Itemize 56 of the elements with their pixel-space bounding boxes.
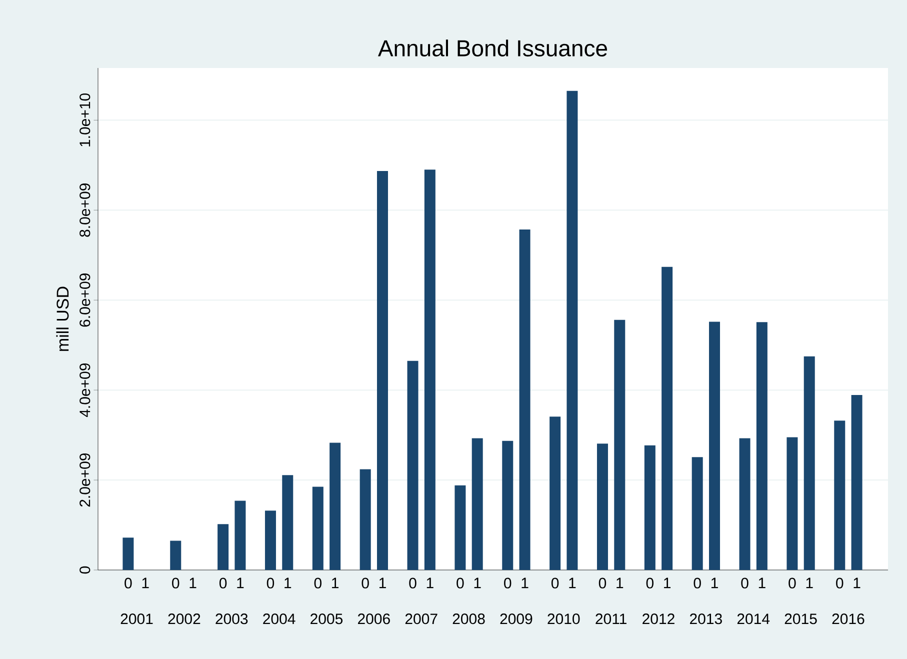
x-tick-label: 0 — [788, 578, 796, 588]
x-tick-label: 1 — [569, 578, 576, 588]
y-tick-label: 1.0e+10 — [80, 93, 90, 146]
y-tick-label: 6.0e+09 — [80, 274, 90, 327]
x-tick-label: 0 — [362, 578, 369, 588]
chart-title: Annual Bond Issuance — [378, 40, 608, 56]
text: 2010 — [548, 614, 580, 624]
x-tick-label: 0 — [694, 578, 701, 588]
x-tick-label: 0 — [741, 578, 748, 588]
x-tick-label: 0 — [314, 578, 322, 588]
x-tick-label: 1 — [806, 578, 813, 588]
x-tick-label: 0 — [504, 578, 512, 588]
x-tick-label: 0 — [456, 578, 464, 588]
x-tick-label: 1 — [474, 578, 481, 588]
text: 2016 — [832, 614, 864, 624]
x-tick-label: 0 — [836, 578, 844, 588]
y-axis-title: mill USD — [56, 286, 69, 351]
y-tick-label: 2.0e+09 — [80, 453, 90, 507]
x-tick-label: 0 — [551, 578, 559, 588]
x-tick-label: 0 — [646, 578, 654, 588]
y-tick-label: 0 — [80, 566, 90, 574]
text: 2002 — [168, 614, 200, 624]
x-tick-label: 1 — [522, 578, 528, 588]
x-tick-label: 0 — [172, 578, 180, 588]
x-tick-label: 1 — [616, 578, 624, 588]
text: 2004 — [263, 614, 296, 624]
x-tick-label: 0 — [266, 578, 274, 588]
text: 2009 — [500, 614, 532, 624]
text: 2003 — [216, 614, 248, 624]
x-tick-label: 1 — [142, 578, 149, 588]
x-tick-label: 1 — [190, 578, 196, 588]
text: 2013 — [690, 614, 722, 624]
text: 2006 — [358, 614, 390, 624]
text: 2008 — [452, 614, 485, 624]
text: 2014 — [737, 614, 770, 624]
y-tick-label: 8.0e+09 — [80, 184, 90, 237]
text: 2015 — [784, 614, 817, 624]
x-tick-label: 1 — [854, 578, 860, 588]
text: 2007 — [405, 614, 438, 624]
x-tick-label: 1 — [664, 578, 671, 588]
x-tick-label: 0 — [598, 578, 606, 588]
x-tick-label: 1 — [711, 578, 718, 588]
x-tick-label: 0 — [219, 578, 227, 588]
x-tick-label: 1 — [332, 578, 338, 588]
text: 2011 — [596, 614, 626, 624]
x-tick-label: 1 — [379, 578, 386, 588]
x-tick-label: 1 — [426, 578, 434, 588]
text: 2012 — [642, 614, 674, 624]
x-tick-label: 1 — [758, 578, 766, 588]
x-tick-label: 0 — [124, 578, 132, 588]
x-tick-label: 1 — [284, 578, 292, 588]
text: 2001 — [120, 614, 153, 624]
x-tick-label: 1 — [237, 578, 244, 588]
x-tick-label: 0 — [409, 578, 416, 588]
text: 2005 — [310, 614, 343, 624]
y-tick-label: 4.0e+09 — [80, 363, 90, 418]
